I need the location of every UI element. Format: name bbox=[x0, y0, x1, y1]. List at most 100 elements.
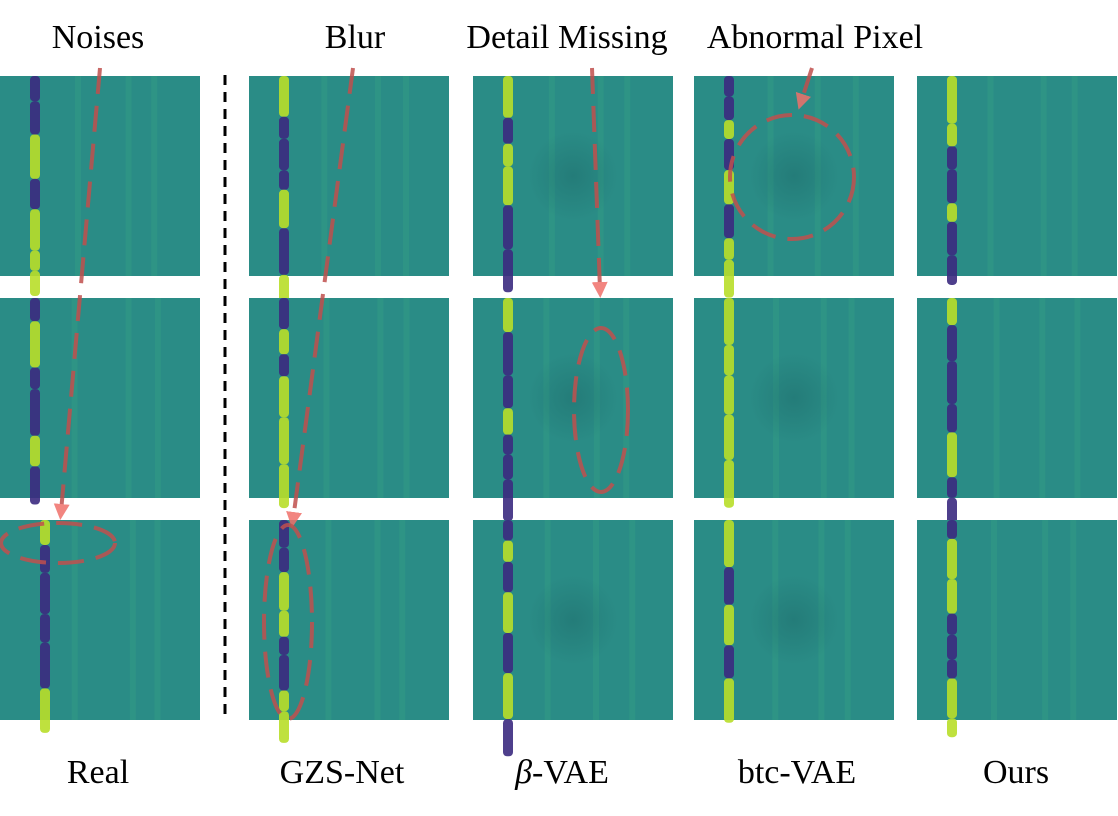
stripe bbox=[724, 414, 734, 461]
stripe bbox=[40, 642, 50, 689]
column-label: Ours bbox=[983, 754, 1049, 791]
texture bbox=[1042, 520, 1049, 720]
stripe bbox=[724, 345, 734, 376]
stripe bbox=[947, 477, 957, 498]
texture bbox=[71, 298, 78, 498]
annotation: Noises bbox=[52, 19, 145, 56]
stripe bbox=[503, 719, 513, 757]
stripe bbox=[30, 367, 40, 390]
texture bbox=[154, 298, 161, 498]
stripe bbox=[279, 138, 289, 171]
texture bbox=[991, 520, 998, 720]
stripe bbox=[503, 117, 513, 144]
stripe bbox=[279, 610, 289, 637]
image-tile bbox=[0, 520, 200, 720]
stripe bbox=[279, 417, 289, 465]
texture bbox=[71, 520, 78, 720]
stripe bbox=[279, 654, 289, 691]
texture bbox=[993, 298, 1000, 498]
stripe bbox=[947, 298, 957, 326]
stripe bbox=[30, 250, 40, 271]
stripe bbox=[503, 249, 513, 293]
stripe bbox=[40, 614, 50, 643]
texture bbox=[323, 298, 330, 498]
stripe bbox=[503, 298, 513, 333]
stripe bbox=[947, 361, 957, 405]
stripe bbox=[503, 520, 513, 541]
stripe bbox=[30, 389, 40, 436]
stripe bbox=[724, 96, 734, 121]
stripe bbox=[947, 146, 957, 170]
texture bbox=[151, 76, 158, 276]
texture bbox=[74, 76, 81, 276]
stripe bbox=[30, 178, 40, 210]
texture bbox=[374, 520, 381, 720]
stripe bbox=[947, 76, 957, 124]
texture bbox=[1040, 76, 1047, 276]
column-label: btc-VAE bbox=[738, 754, 856, 791]
stripe bbox=[503, 408, 513, 435]
stripe bbox=[947, 432, 957, 478]
stripe bbox=[30, 435, 40, 467]
texture bbox=[1039, 298, 1046, 498]
stripe bbox=[724, 678, 734, 723]
texture bbox=[375, 76, 382, 276]
stripe bbox=[947, 538, 957, 580]
stripe bbox=[503, 479, 513, 522]
stripe bbox=[724, 204, 734, 239]
stripe bbox=[279, 464, 289, 509]
texture bbox=[844, 520, 851, 720]
stripe bbox=[40, 572, 50, 615]
texture bbox=[399, 520, 406, 720]
stripe bbox=[947, 255, 957, 285]
label-text: -VAE bbox=[532, 754, 609, 791]
stripe bbox=[724, 567, 734, 605]
texture bbox=[1071, 76, 1078, 276]
stripe bbox=[724, 259, 734, 298]
stripe bbox=[279, 690, 289, 712]
stripe bbox=[724, 604, 734, 646]
stripe bbox=[279, 636, 289, 655]
stripe bbox=[30, 466, 40, 505]
column-label: β-VAE bbox=[514, 754, 609, 791]
stripe bbox=[503, 434, 513, 455]
stripe bbox=[279, 298, 289, 330]
stripe bbox=[947, 169, 957, 204]
artifact bbox=[528, 575, 618, 665]
stripe bbox=[503, 332, 513, 376]
stripe bbox=[503, 166, 513, 206]
stripe bbox=[40, 544, 50, 573]
stripe bbox=[503, 592, 513, 633]
annotation-marks bbox=[0, 67, 856, 721]
image-grid bbox=[0, 76, 1117, 757]
stripe bbox=[503, 143, 513, 167]
texture bbox=[1074, 298, 1081, 498]
stripe bbox=[279, 572, 289, 611]
stripe bbox=[30, 298, 40, 322]
stripe bbox=[947, 718, 957, 738]
stripe bbox=[503, 561, 513, 593]
stripe bbox=[279, 547, 289, 573]
stripe bbox=[279, 354, 289, 377]
texture bbox=[125, 76, 132, 276]
texture bbox=[377, 298, 384, 498]
texture bbox=[629, 520, 636, 720]
stripe bbox=[947, 221, 957, 256]
texture bbox=[321, 76, 328, 276]
stripe bbox=[724, 645, 734, 679]
stripe bbox=[947, 203, 957, 222]
stripe bbox=[279, 189, 289, 229]
stripe bbox=[724, 298, 734, 346]
stripe bbox=[279, 711, 289, 743]
artifact bbox=[749, 131, 839, 221]
stripe bbox=[724, 120, 734, 139]
stripe bbox=[279, 170, 289, 190]
stripe bbox=[724, 460, 734, 508]
column-label: Real bbox=[67, 754, 129, 791]
texture bbox=[325, 520, 332, 720]
stripe bbox=[947, 325, 957, 362]
annotation: Blur bbox=[325, 19, 386, 56]
stripe bbox=[724, 76, 734, 97]
stripe bbox=[30, 101, 40, 135]
